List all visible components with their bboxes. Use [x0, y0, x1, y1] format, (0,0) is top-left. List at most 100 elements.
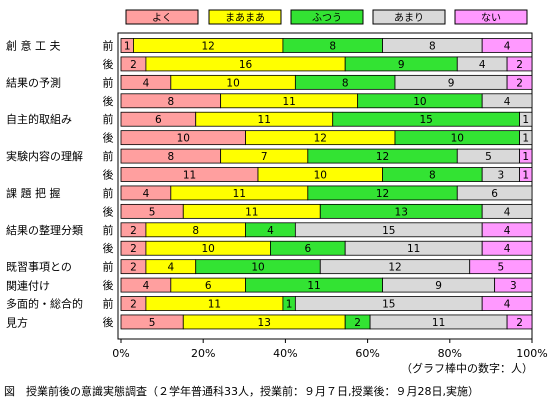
bar-segment	[494, 277, 533, 293]
data-label: 2	[130, 262, 137, 274]
group-label: 多面的・総合的	[6, 297, 83, 311]
x-tick-label: 20%	[191, 347, 215, 360]
data-label: 9	[435, 280, 442, 292]
legend-label: あまり	[394, 12, 424, 24]
data-label: 11	[307, 280, 320, 292]
data-label: 5	[149, 317, 156, 329]
data-label: 2	[516, 317, 523, 329]
group-label: 既習事項との	[6, 261, 72, 274]
x-tick-label: 80%	[438, 347, 462, 360]
bar-segment	[481, 203, 533, 219]
row-tag: 前	[103, 149, 114, 163]
data-label: 15	[419, 114, 432, 126]
group-label: 関連付け	[6, 279, 50, 293]
bar-segment	[519, 130, 533, 146]
x-axis: 0% 20% 40% 60% 80% 100%	[112, 339, 548, 360]
data-label: 1	[522, 151, 529, 163]
data-label: 11	[258, 114, 271, 126]
data-label: 1	[522, 170, 529, 182]
data-label: 12	[388, 262, 401, 274]
data-label: 11	[183, 170, 196, 182]
data-label: 4	[143, 188, 150, 200]
x-tick-label: 100%	[516, 347, 547, 360]
data-label: 1	[522, 114, 529, 126]
bar-segment	[481, 240, 533, 256]
data-label: 2	[130, 225, 137, 237]
bar-segment	[506, 314, 533, 330]
data-label: 10	[226, 77, 239, 89]
group-label: 自主的取組み	[6, 112, 72, 126]
data-label: 11	[245, 206, 258, 218]
data-label: 13	[395, 206, 408, 218]
bar-segment	[519, 111, 533, 127]
figure-caption: 図 授業前後の意識実態調査（２学年普通科33人，授業前：９月７日,授業後：９月2…	[4, 384, 479, 398]
legend-swatch	[208, 9, 282, 25]
data-label: 6	[491, 188, 498, 200]
data-label: 10	[413, 96, 426, 108]
legend-label: ない	[481, 12, 501, 24]
data-label: 11	[432, 317, 445, 329]
data-label: 8	[167, 151, 174, 163]
bar-segment	[506, 74, 533, 90]
data-label: 12	[376, 188, 389, 200]
bar-segment	[469, 259, 533, 275]
group-label: 実験内容の理解	[6, 149, 83, 163]
bar-segment	[481, 38, 533, 53]
data-label: 4	[504, 225, 511, 237]
row-tag: 前	[103, 75, 114, 89]
data-label: 4	[504, 96, 511, 108]
data-label: 8	[192, 225, 199, 237]
x-tick-label: 40%	[273, 347, 297, 360]
data-label: 16	[239, 59, 253, 71]
data-label: 6	[205, 280, 212, 292]
x-tick-label: 0%	[112, 347, 129, 360]
data-label: 10	[451, 133, 464, 145]
data-label: 11	[407, 243, 420, 255]
data-label: 1	[124, 41, 131, 53]
legend-swatch	[372, 9, 446, 25]
data-label: 15	[382, 299, 395, 311]
data-label: 4	[143, 77, 150, 89]
data-label: 4	[504, 41, 511, 53]
row-tag: 前	[103, 223, 114, 237]
group-label: 創 意 工 夫	[6, 39, 61, 53]
row-tag: 前	[103, 186, 114, 200]
data-label: 11	[233, 188, 246, 200]
data-label: 9	[398, 59, 405, 71]
group-label: 課 題 把 握	[6, 186, 61, 200]
data-label: 1	[522, 133, 529, 145]
data-label: 8	[342, 77, 349, 89]
legend-swatch	[290, 9, 364, 25]
data-label: 5	[149, 206, 156, 218]
legend: よく まあまあ ふつう あまり ない	[125, 9, 528, 25]
row-tag: 後	[103, 168, 114, 182]
legend-swatch	[125, 9, 199, 25]
bars: 1 12 8 8 42 16 9 4 24 10 8 9 28 11 10 46 11 15 110 12 10 18 7 1…	[120, 38, 533, 330]
data-label: 2	[516, 59, 523, 71]
data-label: 2	[354, 317, 361, 329]
row-tag: 前	[103, 260, 114, 274]
data-label: 6	[304, 243, 311, 255]
data-label: 7	[261, 151, 268, 163]
x-tick-label: 60%	[355, 347, 379, 360]
data-label: 3	[498, 170, 505, 182]
data-label: 4	[504, 206, 511, 218]
row-tag: 前	[103, 297, 114, 311]
row-tag: 前	[103, 112, 114, 126]
bar-segment	[481, 296, 533, 311]
data-label: 12	[201, 41, 214, 53]
data-label: 10	[251, 262, 264, 274]
data-label: 9	[448, 77, 455, 89]
data-label: 4	[143, 280, 150, 292]
data-label: 2	[516, 77, 523, 89]
unit-note: （グラフ棒中の数字：人）	[401, 361, 533, 375]
legend-label: ふつう	[312, 12, 342, 24]
data-label: 2	[130, 243, 137, 255]
bar-segment	[519, 167, 533, 182]
bar-segment	[481, 222, 533, 238]
group-label: 見方	[6, 316, 28, 330]
row-tag: 前	[103, 39, 114, 53]
data-label: 12	[314, 133, 327, 145]
